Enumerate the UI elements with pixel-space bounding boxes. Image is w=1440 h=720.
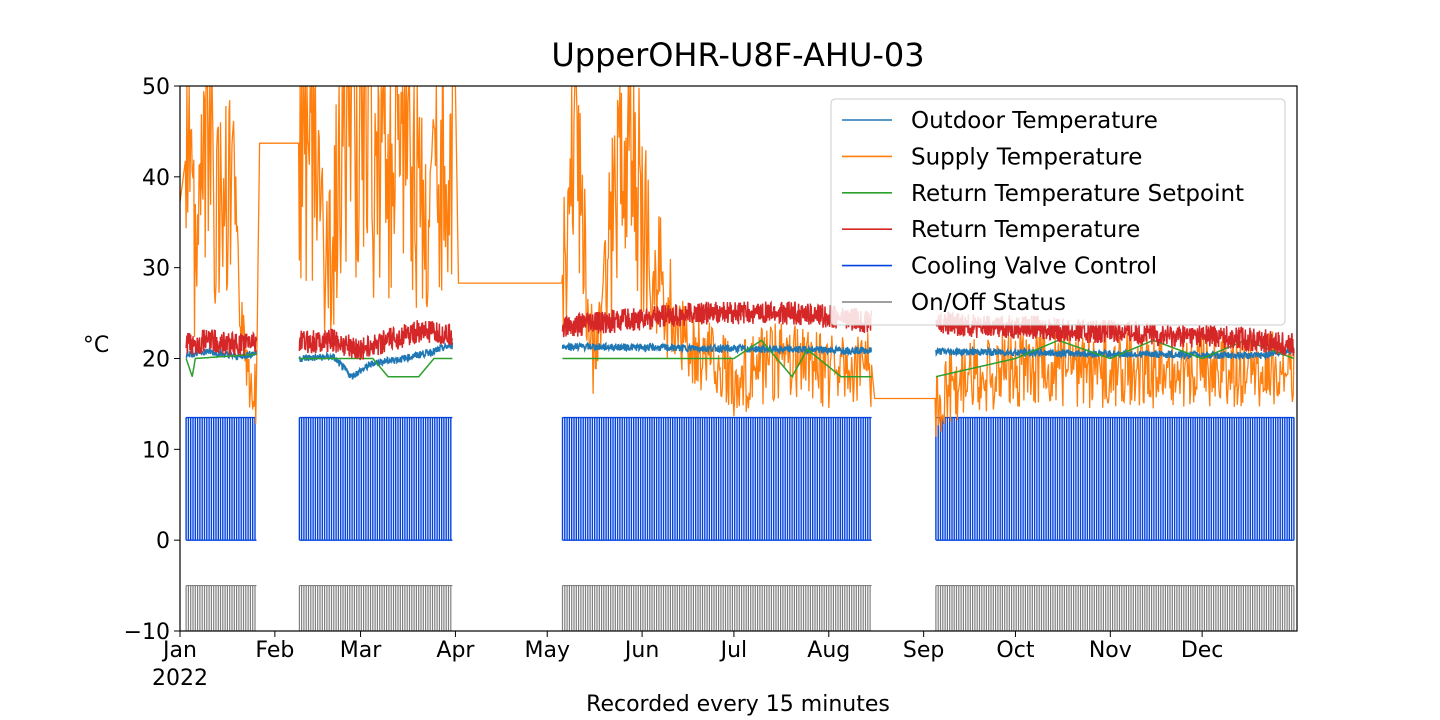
legend-item: Return Temperature	[842, 217, 1140, 243]
y-tick-label: 20	[142, 348, 170, 373]
x-tick-label: Nov	[1089, 638, 1132, 663]
legend-item: Outdoor Temperature	[842, 108, 1158, 134]
legend-item: Supply Temperature	[842, 144, 1142, 170]
x-tick-label: Dec	[1181, 638, 1224, 663]
legend-label: Return Temperature Setpoint	[911, 181, 1244, 207]
legend-item: Cooling Valve Control	[842, 254, 1157, 280]
series-supply-temperature	[180, 86, 1295, 437]
x-tick-label: Mar	[340, 638, 382, 663]
plot-area	[180, 86, 1295, 631]
legend-label: Return Temperature	[911, 217, 1140, 243]
x-axis: Jan 2022 Feb Mar Apr May Jun Jul Aug Sep Oct Nov Dec	[152, 631, 1223, 691]
y-tick-label: −10	[124, 620, 170, 645]
y-axis: −10 0 10 20 30 40 50	[124, 75, 180, 645]
legend-label: On/Off Status	[911, 290, 1066, 316]
x-tick-label: May	[524, 638, 569, 663]
series-outdoor-temperature	[185, 341, 1295, 380]
y-axis-label: °C	[83, 333, 109, 358]
chart-title: UpperOHR-U8F-AHU-03	[551, 36, 924, 74]
y-tick-label: 40	[142, 166, 170, 191]
legend: Outdoor Temperature Supply Temperature Ret…	[830, 98, 1286, 326]
legend-label: Cooling Valve Control	[911, 254, 1157, 280]
series-return-temperature	[185, 300, 1295, 361]
y-tick-label: 50	[142, 75, 170, 100]
legend-item: Return Temperature Setpoint	[842, 181, 1244, 207]
x-tick-label: Oct	[996, 638, 1034, 663]
x-tick-label: Sep	[903, 638, 944, 663]
x-tick-label: Jun	[623, 638, 659, 663]
series-onoff-status	[185, 584, 1295, 631]
x-tick-label: Jul	[719, 638, 748, 663]
x-tick-label: Feb	[255, 638, 294, 663]
y-tick-label: 0	[156, 529, 170, 554]
legend-label: Supply Temperature	[911, 144, 1142, 170]
x-axis-label: Recorded every 15 minutes	[586, 692, 890, 717]
x-tick-label: Aug	[807, 638, 850, 663]
series-cooling-valve-control	[185, 416, 1295, 541]
x-tick-label: Jan	[161, 638, 197, 663]
y-tick-label: 10	[142, 438, 170, 463]
legend-box	[830, 98, 1286, 326]
x-tick-label: Apr	[436, 638, 475, 663]
series-return-temperature-setpoint	[185, 339, 1295, 379]
x-tick-sublabel: 2022	[152, 666, 208, 691]
legend-item: On/Off Status	[842, 290, 1066, 316]
y-tick-label: 30	[142, 257, 170, 282]
legend-label: Outdoor Temperature	[911, 108, 1158, 134]
